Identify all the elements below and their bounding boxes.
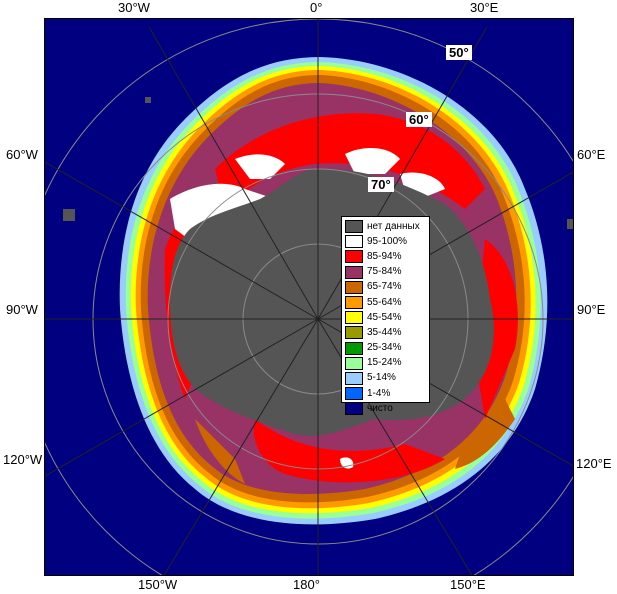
legend-item: 45-54% [345,310,426,325]
map-canvas [45,19,573,575]
legend-swatch [345,341,363,355]
legend-item: 95-100% [345,234,426,249]
latitude-label-70: 70° [368,177,394,192]
legend-label: 55-64% [367,296,402,308]
legend-swatch [345,311,363,325]
legend-item: 25-34% [345,341,426,356]
legend-item: 35-44% [345,325,426,340]
legend-item: нет данных [345,219,426,234]
legend-label: 45-54% [367,311,402,323]
legend-swatch [345,265,363,279]
legend-label: 65-74% [367,281,402,293]
legend-swatch [345,387,363,401]
legend-item: 55-64% [345,295,426,310]
legend-swatch [345,250,363,264]
legend-swatch [345,356,363,370]
sea-ice-map: 50° 60° 70° [44,18,574,576]
lon-label-60w: 60°W [6,147,38,162]
legend-item: 15-24% [345,356,426,371]
concentration-legend: нет данных 95-100% 85-94% 75-84% 65-74% 55-64… [341,216,430,416]
legend-label: нет данных [367,220,420,232]
lon-label-180: 180° [293,577,320,592]
legend-item: 85-94% [345,249,426,264]
lon-label-60e: 60°E [577,147,606,162]
legend-label: 95-100% [367,235,408,247]
legend-item: чисто [345,401,426,416]
legend-label: 35-44% [367,326,402,338]
legend-label: чисто [367,402,393,414]
latitude-label-50: 50° [446,45,472,60]
legend-swatch [345,402,363,416]
lon-label-0: 0° [310,0,323,15]
legend-item: 65-74% [345,280,426,295]
lon-label-150e: 150°E [450,577,486,592]
legend-item: 1-4% [345,386,426,401]
lon-label-120w: 120°W [3,452,43,467]
legend-swatch [345,220,363,234]
legend-item: 75-84% [345,265,426,280]
lon-label-30e: 30°E [470,0,499,15]
legend-label: 85-94% [367,250,402,262]
legend-swatch [345,280,363,294]
legend-swatch [345,235,363,249]
lon-label-30w: 30°W [118,0,150,15]
legend-label: 75-84% [367,266,402,278]
legend-label: 1-4% [367,387,391,399]
lon-label-90w: 90°W [6,302,38,317]
legend-item: 5-14% [345,371,426,386]
lon-label-150w: 150°W [138,577,178,592]
legend-swatch [345,371,363,385]
legend-swatch [345,296,363,310]
lon-label-120e: 120°E [576,456,612,471]
legend-label: 25-34% [367,342,402,354]
lon-label-90e: 90°E [577,302,606,317]
legend-label: 5-14% [367,372,396,384]
legend-swatch [345,326,363,340]
latitude-label-60: 60° [406,112,432,127]
legend-label: 15-24% [367,357,402,369]
